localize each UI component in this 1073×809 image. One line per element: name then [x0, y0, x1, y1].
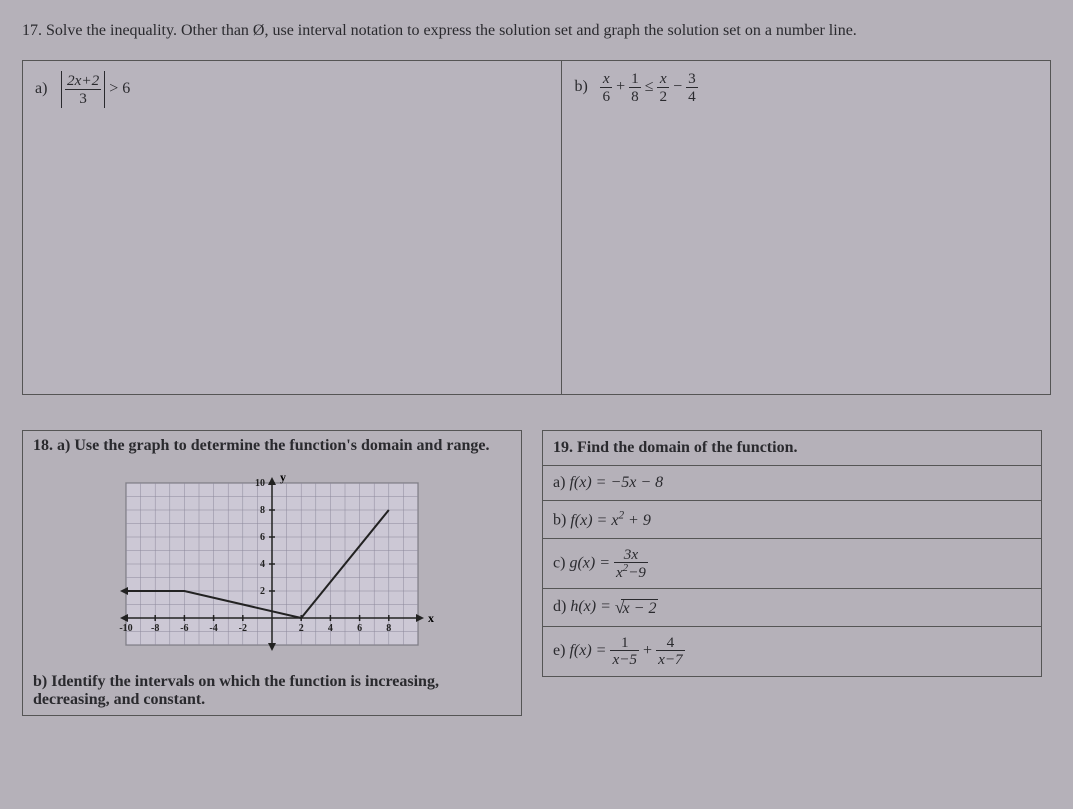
- q17b-t3: x 2: [657, 71, 669, 103]
- frac-den: 6: [600, 87, 612, 104]
- text: + 9: [624, 512, 651, 529]
- svg-text:-2: -2: [239, 623, 247, 634]
- q19-column: 19. Find the domain of the function. a) …: [542, 430, 1042, 716]
- svg-text:8: 8: [386, 623, 391, 634]
- label: d): [553, 598, 570, 615]
- svg-text:-8: -8: [151, 623, 159, 634]
- svg-text:-6: -6: [180, 623, 188, 634]
- q17a-frac: 2x+2 3: [65, 73, 101, 105]
- q19b-func: f(x) = x2 + 9: [570, 512, 651, 529]
- leq-sign: ≤: [645, 78, 658, 95]
- frac-den: 2: [657, 87, 669, 104]
- q17a-label: a): [35, 80, 57, 98]
- q19-c: c) g(x) = 3x x2−9: [542, 538, 1042, 589]
- q19-header: 19. Find the domain of the function.: [542, 430, 1042, 466]
- plus-sign: +: [616, 78, 629, 95]
- svg-text:4: 4: [260, 559, 265, 570]
- q19e-t2: 4 x−7: [656, 635, 685, 667]
- frac-num: x: [600, 71, 612, 86]
- text: f(x) = x: [570, 512, 618, 529]
- q19e-t1: 1 x−5: [610, 635, 639, 667]
- svg-text:10: 10: [255, 478, 265, 489]
- q18-part-a: 18. a) Use the graph to determine the fu…: [33, 437, 511, 455]
- q19-e: e) f(x) = 1 x−5 + 4 x−7: [542, 626, 1042, 676]
- label: c): [553, 554, 569, 571]
- q17-row: a) 2x+2 3 > 6 b) x 6 + 1 8 ≤ x 2 − 3 4: [22, 60, 1051, 395]
- q17b-t4: 3 4: [686, 71, 698, 103]
- svg-text:y: y: [280, 470, 286, 484]
- q19a-func: f(x) = −5x − 8: [569, 474, 663, 491]
- q17b-t1: x 6: [600, 71, 612, 103]
- q17a-abs: 2x+2 3: [61, 71, 105, 107]
- q17b-label: b): [574, 78, 596, 96]
- q19e-pre: f(x) =: [569, 642, 610, 659]
- frac-num: 3: [686, 71, 698, 86]
- q17-instruction: 17. Solve the inequality. Other than Ø, …: [22, 20, 1051, 42]
- plus-sign: +: [643, 642, 656, 659]
- q18-box: 18. a) Use the graph to determine the fu…: [22, 430, 522, 716]
- q19d-pre: h(x) =: [570, 598, 615, 615]
- svg-text:2: 2: [299, 623, 304, 634]
- label: a): [553, 474, 569, 491]
- q17-box-b: b) x 6 + 1 8 ≤ x 2 − 3 4: [561, 60, 1051, 395]
- q18-part-b: b) Identify the intervals on which the f…: [33, 673, 511, 709]
- q19-b: b) f(x) = x2 + 9: [542, 500, 1042, 538]
- text: −9: [628, 564, 646, 581]
- text: x: [616, 564, 623, 581]
- frac-den: x2−9: [614, 562, 648, 580]
- q17a-frac-num: 2x+2: [65, 73, 101, 88]
- svg-text:x: x: [428, 611, 434, 625]
- svg-text:6: 6: [357, 623, 362, 634]
- q17a-tail: > 6: [109, 80, 130, 97]
- sqrt-arg: x − 2: [621, 599, 659, 618]
- q17-box-a: a) 2x+2 3 > 6: [22, 60, 561, 395]
- sqrt: √x − 2: [615, 597, 659, 618]
- q19-d: d) h(x) = √x − 2: [542, 588, 1042, 627]
- q18-graph: -10 -8 -6 -4 -2 2 4 6 8 2 4 6 8 10 x y: [102, 459, 442, 669]
- frac-den: x−7: [656, 650, 685, 667]
- q19-a: a) f(x) = −5x − 8: [542, 465, 1042, 501]
- svg-text:-10: -10: [119, 623, 132, 634]
- minus-sign: −: [673, 78, 686, 95]
- svg-text:8: 8: [260, 505, 265, 516]
- frac-num: 3x: [614, 547, 648, 562]
- svg-text:2: 2: [260, 586, 265, 597]
- label: b): [553, 512, 570, 529]
- svg-text:6: 6: [260, 532, 265, 543]
- row-18-19: 18. a) Use the graph to determine the fu…: [22, 430, 1051, 716]
- svg-text:4: 4: [328, 623, 333, 634]
- q17b-t2: 1 8: [629, 71, 641, 103]
- q18-graph-wrap: -10 -8 -6 -4 -2 2 4 6 8 2 4 6 8 10 x y: [33, 459, 511, 669]
- frac-num: 4: [656, 635, 685, 650]
- frac-den: 8: [629, 87, 641, 104]
- frac-num: 1: [629, 71, 641, 86]
- frac-num: x: [657, 71, 669, 86]
- q19c-frac: 3x x2−9: [614, 547, 648, 580]
- frac-num: 1: [610, 635, 639, 650]
- svg-text:-4: -4: [209, 623, 217, 634]
- q17a-frac-den: 3: [65, 89, 101, 106]
- label: e): [553, 642, 569, 659]
- frac-den: 4: [686, 87, 698, 104]
- frac-den: x−5: [610, 650, 639, 667]
- q19c-pre: g(x) =: [569, 554, 614, 571]
